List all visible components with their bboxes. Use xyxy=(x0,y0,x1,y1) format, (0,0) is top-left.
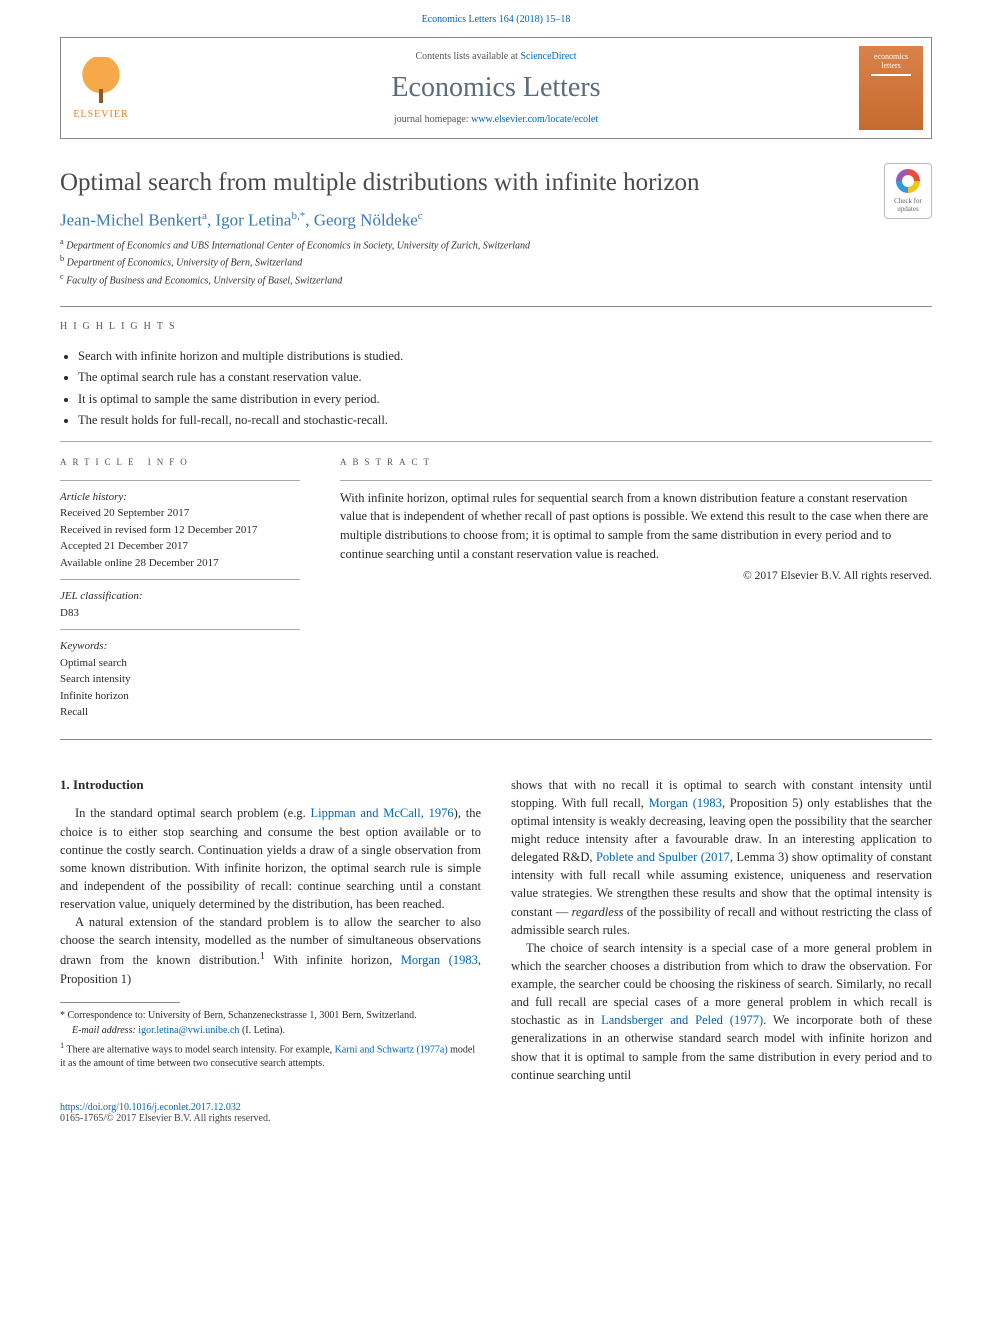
sciencedirect-link[interactable]: ScienceDirect xyxy=(520,51,576,62)
highlights-list: Search with infinite horizon and multipl… xyxy=(0,332,992,431)
doi-block: https://doi.org/10.1016/j.econlet.2017.1… xyxy=(0,1084,992,1136)
history-item: Received 20 September 2017 xyxy=(60,505,300,522)
aff-a: Department of Economics and UBS Internat… xyxy=(66,240,530,251)
abstract-rule xyxy=(340,480,932,481)
fn1a: There are alternative ways to model sear… xyxy=(64,1044,334,1055)
aff-b-mark: b xyxy=(60,254,64,263)
footnotes: * Correspondence to: University of Bern,… xyxy=(60,1009,481,1070)
p2b: With infinite horizon, xyxy=(265,954,401,968)
affiliations: a Department of Economics and UBS Intern… xyxy=(60,236,932,288)
author-2: Igor Letina xyxy=(215,210,291,229)
highlight-item: The optimal search rule has a constant r… xyxy=(78,367,932,388)
author-1-mark: a xyxy=(202,210,207,222)
citation-link[interactable]: (2017 xyxy=(697,850,730,864)
keywords-label: Keywords: xyxy=(60,638,300,655)
keyword: Infinite horizon xyxy=(60,688,300,705)
email-label: E-mail address: xyxy=(72,1025,138,1036)
p1a: In the standard optimal search problem (… xyxy=(75,806,311,820)
crossmark-icon xyxy=(896,169,920,193)
history-item: Received in revised form 12 December 201… xyxy=(60,522,300,539)
author-3: Georg Nöldeke xyxy=(314,210,418,229)
highlight-item: Search with infinite horizon and multipl… xyxy=(78,346,932,367)
history-item: Accepted 21 December 2017 xyxy=(60,538,300,555)
author-1: Jean-Michel Benkert xyxy=(60,210,202,229)
citation-link[interactable]: Lippman and McCall, 1976 xyxy=(311,806,454,820)
info-rule-1 xyxy=(60,480,300,481)
keyword: Search intensity xyxy=(60,671,300,688)
journal-title: Economics Letters xyxy=(391,72,600,104)
keyword: Recall xyxy=(60,704,300,721)
section-title: Introduction xyxy=(73,777,144,792)
jel-label: JEL classification: xyxy=(60,588,300,605)
elsevier-logo: ELSEVIER xyxy=(61,38,141,138)
contents-prefix: Contents lists available at xyxy=(415,51,520,62)
keyword: Optimal search xyxy=(60,655,300,672)
history-label: Article history: xyxy=(60,489,300,506)
section-num: 1. xyxy=(60,777,70,792)
cover-line2: letters xyxy=(881,61,901,70)
elsevier-label: ELSEVIER xyxy=(73,109,128,120)
check-line1: Check for xyxy=(894,197,922,205)
citation-link[interactable]: Karni and Schwartz (1977a) xyxy=(335,1044,448,1055)
highlight-item: The result holds for full-recall, no-rec… xyxy=(78,410,932,431)
citation-link[interactable]: Morgan xyxy=(401,954,440,968)
abstract-text: With infinite horizon, optimal rules for… xyxy=(340,489,932,564)
section-heading: 1. Introduction xyxy=(60,776,481,795)
p1b: ), the choice is to either stop searchin… xyxy=(60,806,481,911)
email-link[interactable]: igor.letina@vwi.unibe.ch xyxy=(138,1025,239,1036)
cover-image: economics letters xyxy=(859,46,923,130)
author-2-mark: b,* xyxy=(291,210,305,222)
abstract-copyright: © 2017 Elsevier B.V. All rights reserved… xyxy=(340,568,932,585)
journal-cover-thumb: economics letters xyxy=(851,38,931,138)
highlights-label: highlights xyxy=(0,307,992,332)
citation-link[interactable]: (1983 xyxy=(688,796,722,810)
article-info-label: article info xyxy=(60,456,300,470)
highlight-item: It is optimal to sample the same distrib… xyxy=(78,389,932,410)
aff-c-mark: c xyxy=(60,272,64,281)
citation-link[interactable]: Morgan xyxy=(649,796,688,810)
jel-code: D83 xyxy=(60,605,300,622)
p3em: regardless xyxy=(572,905,624,919)
aff-a-mark: a xyxy=(60,237,64,246)
abstract-label: abstract xyxy=(340,456,932,470)
article-title: Optimal search from multiple distributio… xyxy=(60,167,932,200)
homepage-link[interactable]: www.elsevier.com/locate/ecolet xyxy=(471,114,598,125)
elsevier-tree-icon xyxy=(76,57,126,107)
citation-link[interactable]: Poblete and Spulber xyxy=(596,850,697,864)
aff-b: Department of Economics, University of B… xyxy=(67,258,303,269)
info-rule-2 xyxy=(60,579,300,580)
check-updates-badge[interactable]: Check for updates xyxy=(884,163,932,219)
author-3-mark: c xyxy=(418,210,423,222)
journal-header: ELSEVIER Contents lists available at Sci… xyxy=(60,37,932,139)
article-info-column: article info Article history: Received 2… xyxy=(60,456,300,721)
contents-lists-line: Contents lists available at ScienceDirec… xyxy=(415,51,576,62)
check-line2: updates xyxy=(897,205,918,213)
aff-c: Faculty of Business and Economics, Unive… xyxy=(66,275,342,286)
cover-bar-icon xyxy=(871,74,911,76)
body-text: 1. Introduction In the standard optimal … xyxy=(0,740,992,1084)
doi-link[interactable]: https://doi.org/10.1016/j.econlet.2017.1… xyxy=(60,1102,241,1113)
homepage-prefix: journal homepage: xyxy=(394,114,471,125)
citation-link[interactable]: Landsberger and Peled (1977) xyxy=(601,1013,763,1027)
authors-line: Jean-Michel Benkerta, Igor Letinab,*, Ge… xyxy=(60,210,932,231)
info-rule-3 xyxy=(60,629,300,630)
citation-link[interactable]: (1983 xyxy=(440,954,478,968)
cover-line1: economics xyxy=(874,52,908,61)
citation-line: Economics Letters 164 (2018) 15–18 xyxy=(60,8,932,31)
history-item: Available online 28 December 2017 xyxy=(60,555,300,572)
abstract-column: abstract With infinite horizon, optimal … xyxy=(340,456,932,721)
footnote-rule xyxy=(60,1002,180,1003)
issn-copyright: 0165-1765/© 2017 Elsevier B.V. All right… xyxy=(60,1113,270,1124)
corr-text: Correspondence to: University of Bern, S… xyxy=(65,1010,417,1021)
homepage-line: journal homepage: www.elsevier.com/locat… xyxy=(394,114,598,125)
email-suffix: (I. Letina). xyxy=(239,1025,285,1036)
